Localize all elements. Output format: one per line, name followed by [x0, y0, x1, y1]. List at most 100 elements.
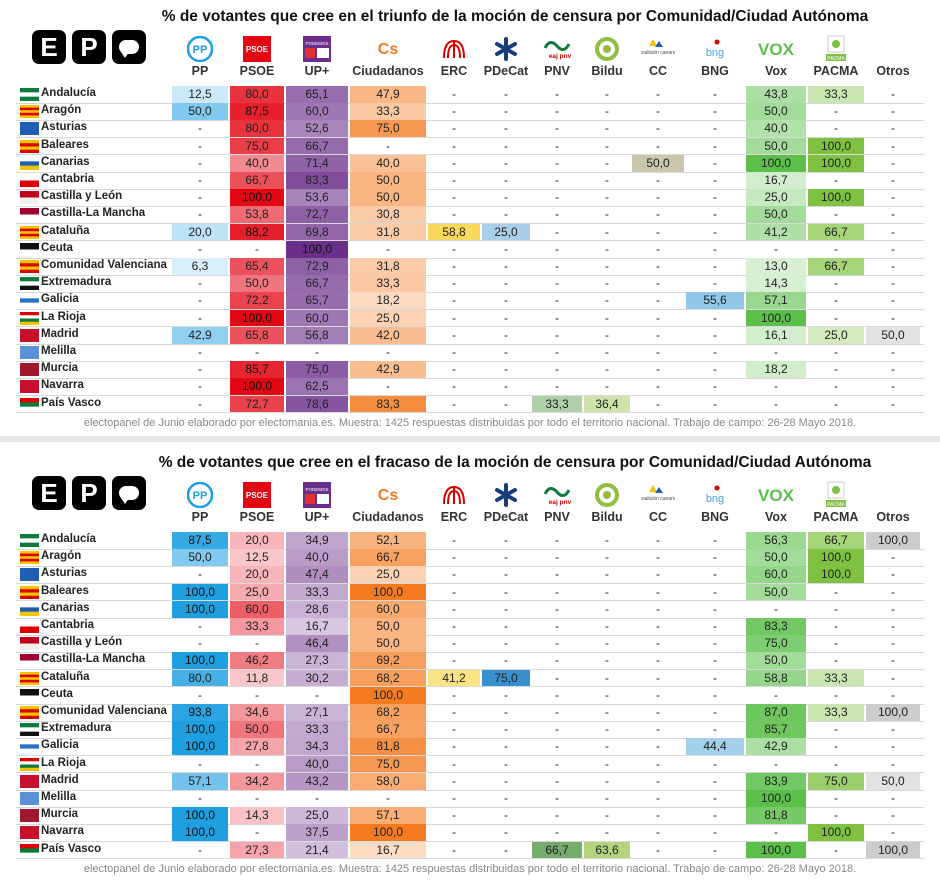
- column-header: Ciudadanos: [352, 64, 424, 78]
- table-cell-pacma: 100,0: [808, 824, 864, 842]
- table-row: Cataluña 20,0 88,2 69,8 31,8 58,8 25,0 - - - - 41,2…: [16, 223, 924, 241]
- svg-text:PACMA: PACMA: [827, 502, 845, 508]
- table-cell-pacma: 75,0: [808, 772, 864, 790]
- table-cell-pdecat: 75,0: [482, 669, 530, 687]
- table-cell-psoe: 75,0: [230, 137, 284, 155]
- table-cell-bng: 44,4: [686, 738, 744, 756]
- table-cell-pp: 42,9: [172, 326, 228, 344]
- table-cell-up-plus: -: [315, 687, 319, 702]
- table-cell-ciudadanos: 25,0: [350, 309, 426, 327]
- svg-text:PODEMOS: PODEMOS: [305, 487, 328, 492]
- region-name: País Vasco: [41, 842, 102, 855]
- table-panel-fracaso: % de votantes que cree en el fracaso de …: [16, 446, 924, 888]
- table-cell-otros: -: [891, 653, 895, 668]
- table-cell-cc: -: [656, 362, 660, 377]
- region-name: Cantabria: [41, 619, 95, 631]
- table-cell-pnv: -: [555, 87, 559, 101]
- table-cell-up-plus: 25,0: [286, 807, 348, 825]
- table-cell-psoe: 53,8: [230, 206, 284, 224]
- table-cell-pdecat: -: [504, 825, 508, 840]
- table-cell-pp: -: [198, 345, 202, 359]
- table-cell-up-plus: 60,0: [286, 103, 348, 121]
- svg-text:PP: PP: [193, 44, 208, 56]
- table-row: Castilla y León -100,0 53,6 50,0- - - - - -25,0 1…: [16, 189, 924, 207]
- svg-text:PSOE: PSOE: [246, 491, 269, 500]
- region-flag-icon: [20, 277, 39, 291]
- table-cell-up-plus: 16,7: [286, 618, 348, 635]
- table-cell-vox: -: [774, 396, 778, 411]
- table-cell-bildu: -: [605, 705, 609, 719]
- table-cell-pdecat: 25,0: [482, 223, 530, 241]
- table-cell-up-plus: 53,6: [286, 189, 348, 207]
- table-cell-pnv: -: [555, 567, 559, 582]
- column-header: BNG: [701, 510, 729, 524]
- column-header: Vox: [765, 64, 787, 78]
- table-cell-erc: -: [452, 808, 456, 823]
- table-cell-erc: -: [452, 173, 456, 187]
- table-cell-vox: 50,0: [746, 549, 806, 567]
- table-cell-pacma: 100,0: [808, 549, 864, 567]
- table-cell-erc: -: [452, 155, 456, 170]
- table-cell-psoe: -: [255, 687, 259, 702]
- table-cell-pacma: 100,0: [808, 154, 864, 172]
- region-name: Navarra: [41, 379, 84, 392]
- table-cell-pnv: -: [555, 773, 559, 788]
- table-cell-psoe: 27,8: [230, 738, 284, 756]
- table-cell-pnv: -: [555, 636, 559, 651]
- row-divider: [16, 291, 924, 293]
- table-cell-vox: 50,0: [746, 137, 806, 155]
- table-cell-psoe: 12,5: [230, 549, 284, 567]
- up-logo-icon: PODEMOS: [286, 34, 348, 64]
- column-header: Otros: [876, 64, 910, 78]
- cc-logo-icon: coalición canaria: [632, 480, 684, 510]
- table-cell-up-plus: 40,0: [286, 549, 348, 567]
- table-cell-up-plus: -: [315, 791, 319, 805]
- table-cell-pacma: -: [834, 842, 838, 857]
- table-cell-ciudadanos: 50,0: [350, 172, 426, 189]
- table-row: Extremadura - 50,0 66,7 33,3 - - - - - - 14,3 - -: [16, 275, 924, 293]
- column-header: PNV: [544, 510, 570, 524]
- table-cell-erc: -: [452, 396, 456, 411]
- table-cell-bildu: -: [605, 808, 609, 823]
- table-cell-ciudadanos: 100,0: [350, 686, 426, 704]
- region-flag-icon: [20, 774, 39, 788]
- table-cell-pdecat: -: [504, 379, 508, 394]
- table-cell-otros: -: [891, 670, 895, 685]
- column-header: BNG: [701, 64, 729, 78]
- table-cell-pacma: 66,7: [808, 223, 864, 241]
- table-cell-psoe: 25,0: [230, 583, 284, 601]
- table-cell-pacma: -: [834, 808, 838, 823]
- table-cell-cc: -: [656, 345, 660, 359]
- table-cell-ciudadanos: 60,0: [350, 600, 426, 618]
- table-cell-pnv: -: [555, 138, 559, 153]
- table-cell-up-plus: 66,7: [286, 275, 348, 293]
- region-flag-icon: [20, 826, 39, 840]
- table-cell-pp: 100,0: [172, 583, 228, 601]
- table-cell-bng: -: [713, 842, 717, 857]
- table-cell-ciudadanos: 25,0: [350, 566, 426, 584]
- table-cell-pnv: -: [555, 241, 559, 256]
- table-cell-cc: -: [656, 842, 660, 857]
- svg-text:eaj pnv: eaj pnv: [549, 499, 572, 506]
- table-cell-vox: 50,0: [746, 206, 806, 224]
- row-divider: [16, 686, 924, 688]
- table-cell-bildu: -: [605, 619, 609, 633]
- table-cell-pp: 100,0: [172, 824, 228, 842]
- table-cell-up-plus: 62,5: [286, 378, 348, 396]
- table-cell-ciudadanos: 31,8: [350, 258, 426, 275]
- table-cell-up-plus: 75,0: [286, 361, 348, 379]
- table-cell-cc: -: [656, 636, 660, 651]
- table-cell-pdecat: -: [504, 190, 508, 205]
- table-cell-otros: -: [891, 207, 895, 222]
- column-header: PACMA: [813, 510, 859, 524]
- table-cell-pp: -: [198, 567, 202, 582]
- table-cell-up-plus: 71,4: [286, 154, 348, 172]
- table-cell-pnv: -: [555, 601, 559, 616]
- table-cell-pacma: -: [834, 379, 838, 394]
- table-cell-up-plus: 46,4: [286, 635, 348, 653]
- table-row: Comunidad Valenciana 93,8 34,6 27,1 68,2 - - - -…: [16, 704, 924, 721]
- table-cell-otros: -: [891, 241, 895, 256]
- region-flag-icon: [20, 568, 39, 582]
- table-cell-bildu: -: [605, 293, 609, 308]
- table-cell-ciudadanos: -: [386, 345, 390, 359]
